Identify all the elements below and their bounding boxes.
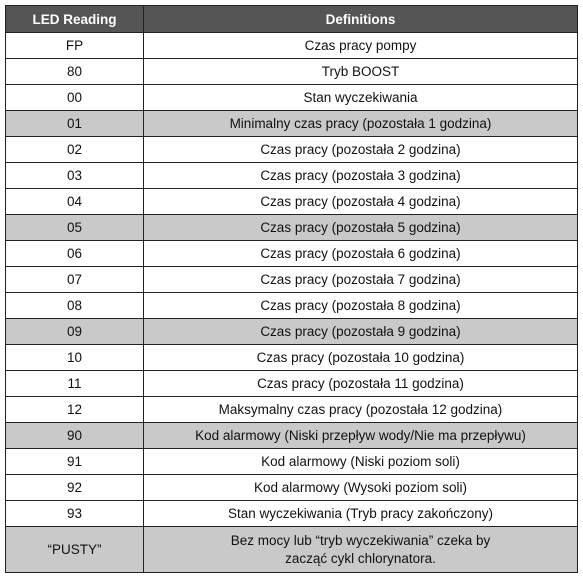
definition-cell: Czas pracy (pozostała 11 godzina) bbox=[143, 370, 578, 397]
led-cell: 05 bbox=[5, 214, 144, 241]
led-cell: 92 bbox=[5, 474, 144, 501]
table-row: 02 Czas pracy (pozostała 2 godzina) bbox=[5, 136, 578, 163]
led-cell: 06 bbox=[5, 240, 144, 267]
table-row: 09 Czas pracy (pozostała 9 godzina) bbox=[5, 318, 578, 345]
definition-cell: Tryb BOOST bbox=[143, 58, 578, 85]
table-row: 93 Stan wyczekiwania (Tryb pracy zakończo… bbox=[5, 500, 578, 527]
led-cell: 08 bbox=[5, 292, 144, 319]
definition-cell: Czas pracy (pozostała 10 godzina) bbox=[143, 344, 578, 371]
led-cell: 02 bbox=[5, 136, 144, 163]
definition-cell: Kod alarmowy (Wysoki poziom soli) bbox=[143, 474, 578, 501]
led-cell: 09 bbox=[5, 318, 144, 345]
definition-cell: Kod alarmowy (Niski poziom soli) bbox=[143, 448, 578, 475]
led-cell: 12 bbox=[5, 396, 144, 423]
table-row: 80 Tryb BOOST bbox=[5, 58, 578, 85]
header-row: LED Reading Definitions bbox=[5, 5, 578, 33]
definition-cell: Czas pracy (pozostała 2 godzina) bbox=[143, 136, 578, 163]
led-table: LED Reading Definitions FP Czas pracy pom… bbox=[5, 5, 578, 573]
table-row: 05 Czas pracy (pozostała 5 godzina) bbox=[5, 214, 578, 241]
definition-cell: Czas pracy (pozostała 7 godzina) bbox=[143, 266, 578, 293]
definition-cell: Minimalny czas pracy (pozostała 1 godzin… bbox=[143, 110, 578, 137]
led-cell: 04 bbox=[5, 188, 144, 215]
led-cell: 80 bbox=[5, 58, 144, 85]
definition-cell: Maksymalny czas pracy (pozostała 12 godz… bbox=[143, 396, 578, 423]
table-row: 08 Czas pracy (pozostała 8 godzina) bbox=[5, 292, 578, 319]
table-row: 10 Czas pracy (pozostała 10 godzina) bbox=[5, 344, 578, 371]
definition-cell: Kod alarmowy (Niski przepływ wody/Nie ma… bbox=[143, 422, 578, 449]
header-cell: LED Reading bbox=[5, 5, 144, 33]
table-row: 03 Czas pracy (pozostała 3 godzina) bbox=[5, 162, 578, 189]
definition-cell: Czas pracy (pozostała 4 godzina) bbox=[143, 188, 578, 215]
definition-cell: Stan wyczekiwania bbox=[143, 84, 578, 111]
table-row: 11 Czas pracy (pozostała 11 godzina) bbox=[5, 370, 578, 397]
led-cell: 93 bbox=[5, 500, 144, 527]
definition-cell: Czas pracy (pozostała 8 godzina) bbox=[143, 292, 578, 319]
table-row: 00 Stan wyczekiwania bbox=[5, 84, 578, 111]
definition-cell: Czas pracy pompy bbox=[143, 32, 578, 59]
led-cell: 91 bbox=[5, 448, 144, 475]
led-cell: “PUSTY” bbox=[5, 526, 144, 573]
led-cell: 10 bbox=[5, 344, 144, 371]
led-cell: FP bbox=[5, 32, 144, 59]
definition-cell: Czas pracy (pozostała 9 godzina) bbox=[143, 318, 578, 345]
led-cell: 07 bbox=[5, 266, 144, 293]
led-cell: 01 bbox=[5, 110, 144, 137]
table-row: 90 Kod alarmowy (Niski przepływ wody/Nie … bbox=[5, 422, 578, 449]
definition-cell: Czas pracy (pozostała 5 godzina) bbox=[143, 214, 578, 241]
definition-cell: Czas pracy (pozostała 6 godzina) bbox=[143, 240, 578, 267]
table-row: 04 Czas pracy (pozostała 4 godzina) bbox=[5, 188, 578, 215]
table-row: 91 Kod alarmowy (Niski poziom soli) bbox=[5, 448, 578, 475]
table-row: 07 Czas pracy (pozostała 7 godzina) bbox=[5, 266, 578, 293]
led-cell: 90 bbox=[5, 422, 144, 449]
table-row: FP Czas pracy pompy bbox=[5, 32, 578, 59]
definition-cell: Czas pracy (pozostała 3 godzina) bbox=[143, 162, 578, 189]
led-cell: 00 bbox=[5, 84, 144, 111]
table-row: 01 Minimalny czas pracy (pozostała 1 godz… bbox=[5, 110, 578, 137]
header-cell: Definitions bbox=[143, 5, 578, 33]
table-row: “PUSTY” Bez mocy lub “tryb wyczekiwania” … bbox=[5, 526, 578, 573]
led-cell: 11 bbox=[5, 370, 144, 397]
led-cell: 03 bbox=[5, 162, 144, 189]
table-row: 12 Maksymalny czas pracy (pozostała 12 go… bbox=[5, 396, 578, 423]
table-row: 06 Czas pracy (pozostała 6 godzina) bbox=[5, 240, 578, 267]
table-row: 92 Kod alarmowy (Wysoki poziom soli) bbox=[5, 474, 578, 501]
definition-cell: Bez mocy lub “tryb wyczekiwania” czeka b… bbox=[143, 526, 578, 573]
definition-cell: Stan wyczekiwania (Tryb pracy zakończony… bbox=[143, 500, 578, 527]
